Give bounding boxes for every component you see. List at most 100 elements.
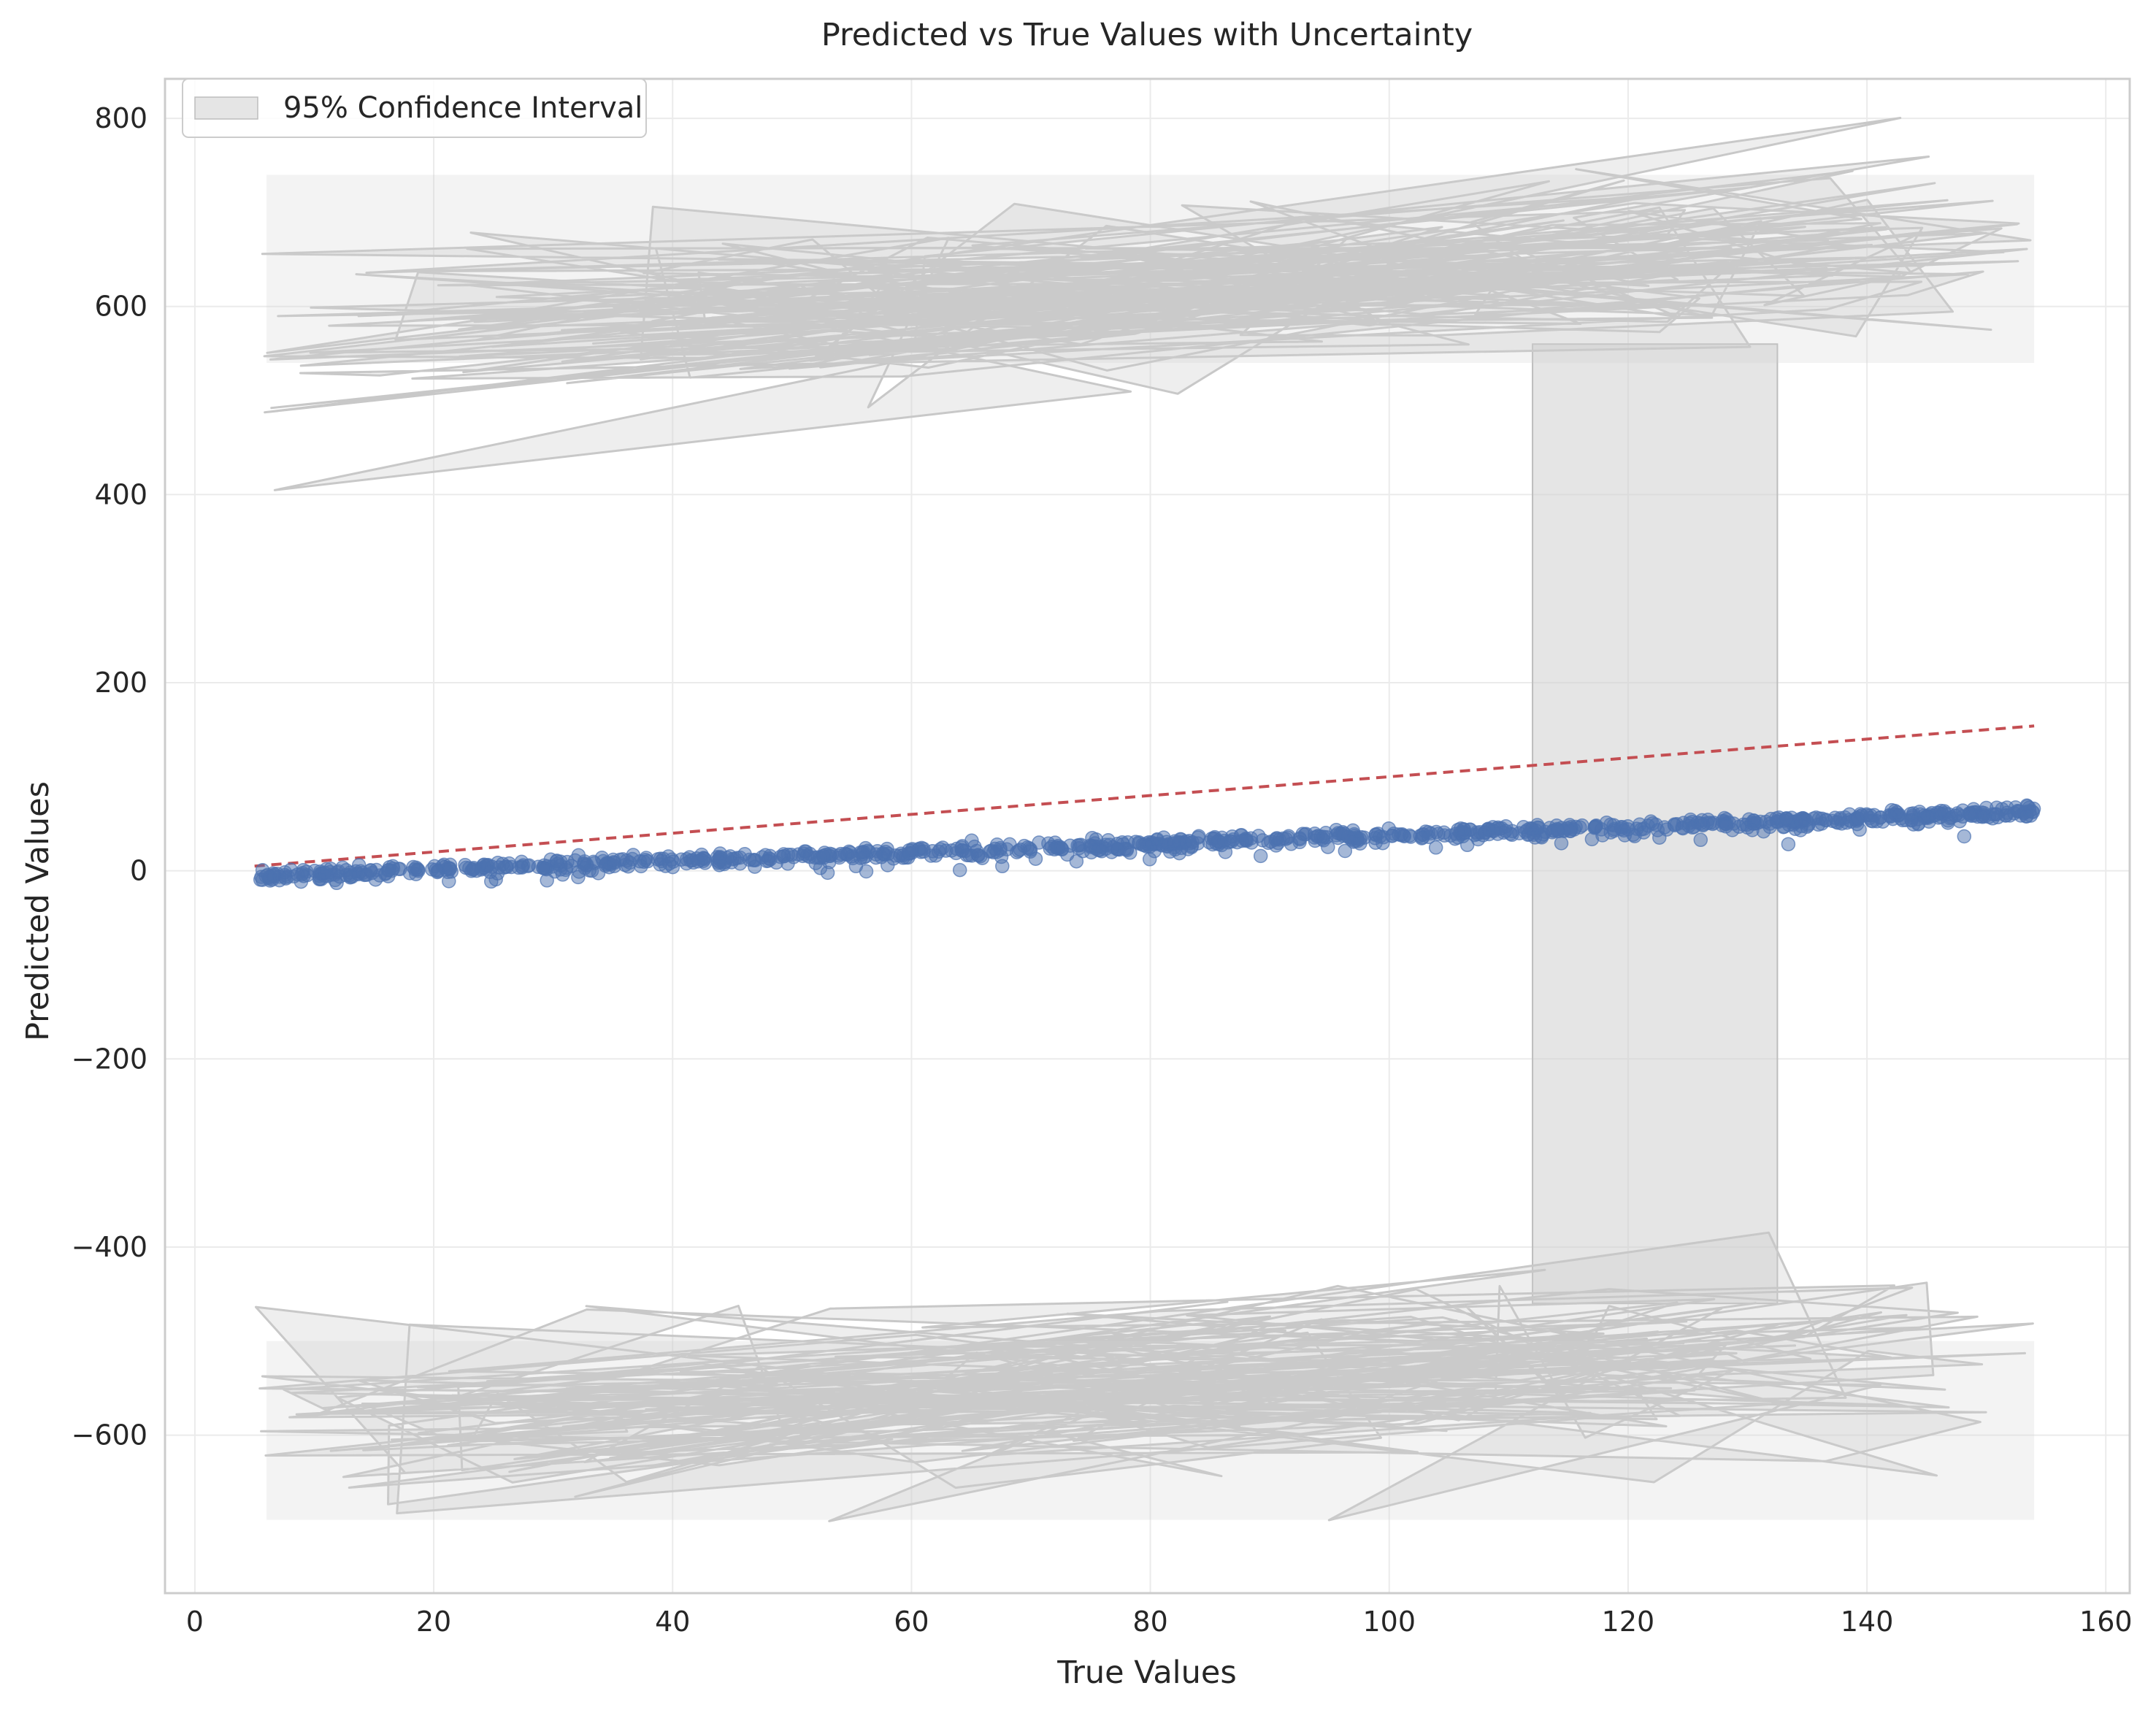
- scatter-point: [1476, 828, 1491, 843]
- scatter-point: [382, 862, 396, 878]
- scatter-point: [962, 848, 976, 863]
- scatter-point: [1338, 843, 1353, 859]
- scatter-point: [679, 856, 694, 871]
- scatter-point: [1687, 819, 1702, 835]
- scatter-point: [1167, 834, 1182, 849]
- scatter-point: [1142, 852, 1157, 867]
- scatter-point: [1253, 848, 1268, 864]
- y-tick-label: 400: [94, 478, 147, 510]
- scatter-point: [409, 860, 423, 875]
- scatter-point: [335, 860, 350, 875]
- axes: 0 20 40 60 80 100 120 140 160 800 600 400 200 0 −200 −4…: [72, 77, 2133, 1638]
- scatter-point: [429, 862, 443, 878]
- scatter-point: [802, 846, 818, 862]
- scatter-point: [1890, 805, 1904, 820]
- scatter-point: [1457, 826, 1472, 840]
- scatter-point: [1584, 832, 1600, 847]
- scatter-point: [1779, 811, 1793, 826]
- scatter-point: [1308, 827, 1322, 841]
- scatter-point: [1132, 836, 1146, 851]
- legend: 95% Confidence Interval: [182, 78, 647, 138]
- scatter-point: [537, 861, 553, 876]
- y-tick-label: −200: [72, 1043, 147, 1075]
- identity-line-layer: [254, 724, 2035, 868]
- scatter-point: [712, 854, 727, 870]
- scatter-point: [1340, 829, 1356, 844]
- scatter-point: [1827, 810, 1843, 825]
- scatter-point: [2011, 804, 2026, 818]
- scatter-point: [1414, 831, 1430, 845]
- x-tick-label: 120: [1602, 1606, 1655, 1638]
- scatter-point: [1526, 827, 1541, 843]
- y-tick-label: 600: [94, 291, 147, 323]
- scatter-point: [1428, 840, 1443, 855]
- y-tick-label: 800: [94, 102, 147, 134]
- legend-frame: [182, 78, 647, 138]
- scatter-point: [1060, 847, 1075, 862]
- scatter-point: [584, 863, 599, 878]
- x-tick-label: 140: [1841, 1606, 1894, 1638]
- scatter-point: [359, 867, 375, 882]
- scatter-point: [983, 843, 999, 858]
- scatter-point: [952, 862, 967, 878]
- x-tick-label: 60: [894, 1606, 929, 1638]
- scatter-point: [905, 843, 920, 858]
- scatter-point: [1098, 837, 1113, 852]
- scatter-point: [1667, 818, 1682, 833]
- y-tick-label: −400: [72, 1231, 147, 1263]
- scatter-point: [1431, 827, 1446, 841]
- lower-band-fill: [266, 1341, 2035, 1520]
- upper-band-fill: [266, 175, 2035, 364]
- scatter-point: [745, 853, 761, 867]
- scatter-point: [1693, 832, 1708, 848]
- scatter-point: [1353, 836, 1367, 851]
- scatter-point: [1904, 813, 1919, 828]
- scatter-point: [1072, 840, 1086, 856]
- x-tick-label: 40: [655, 1606, 690, 1638]
- scatter-point: [1028, 851, 1043, 866]
- plot-frame: [164, 77, 2131, 1595]
- scatter-point: [496, 860, 511, 875]
- scatter-point: [1781, 837, 1796, 851]
- scatter-point: [786, 850, 801, 864]
- scatter-point: [1756, 824, 1771, 839]
- scatter-point: [1181, 842, 1196, 856]
- scatter-point: [964, 833, 979, 848]
- y-axis-title: Predicted Values: [20, 781, 56, 1041]
- scatter-point: [640, 854, 655, 869]
- scatter-point: [1385, 828, 1400, 843]
- legend-label-confidence-interval: 95% Confidence Interval: [283, 91, 642, 125]
- scatter-point: [1562, 824, 1578, 839]
- x-tick-label: 80: [1132, 1606, 1167, 1638]
- scatter-point: [1292, 832, 1308, 847]
- scatter-point: [290, 867, 305, 882]
- scatter-point: [1607, 821, 1622, 837]
- scatter-point: [1964, 808, 1979, 824]
- scatter-point: [732, 856, 748, 871]
- scatter-point: [1020, 840, 1035, 855]
- y-tick-label: 200: [94, 667, 147, 699]
- scatter-point: [1516, 820, 1531, 835]
- scatter-point: [1719, 816, 1734, 832]
- scatter-point: [1811, 811, 1827, 826]
- scatter-point: [1860, 807, 1874, 822]
- scatter-point: [1990, 810, 2006, 824]
- scatter-point: [549, 854, 564, 869]
- scatter-point: [938, 843, 954, 858]
- scatter-point: [619, 854, 634, 868]
- identity-line: [254, 724, 2035, 868]
- scatter-point: [1587, 820, 1603, 835]
- x-axis-title: True Values: [1056, 1654, 1237, 1691]
- scatter-point: [856, 845, 871, 859]
- scatter-point: [1554, 836, 1569, 851]
- x-tick-label: 0: [186, 1606, 204, 1638]
- x-tick-label: 100: [1362, 1606, 1416, 1638]
- scatter-point: [317, 865, 332, 881]
- scatter-point: [1706, 816, 1722, 830]
- scatter-point: [1490, 827, 1505, 841]
- scatter-point: [343, 869, 358, 884]
- scatter-point: [1255, 833, 1270, 848]
- legend-swatch-confidence-interval: [194, 96, 258, 120]
- scatter-point: [881, 846, 896, 862]
